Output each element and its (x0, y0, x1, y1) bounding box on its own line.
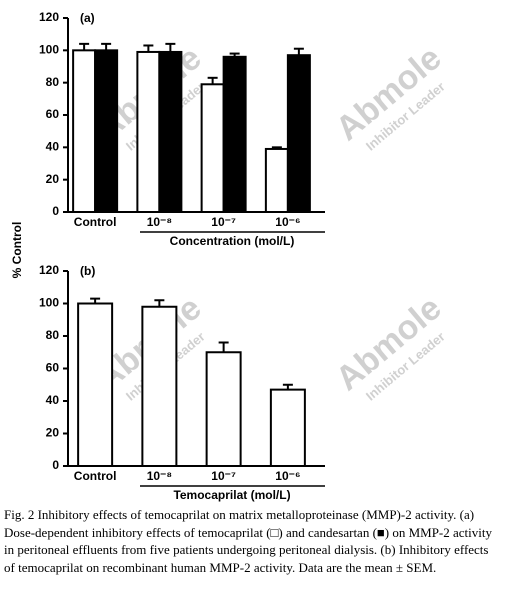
bar (205, 351, 242, 467)
y-tick-label: 60 (46, 107, 60, 121)
x-axis-label: Temocaprilat (mol/L) (173, 488, 290, 502)
y-tick-label: 0 (52, 204, 59, 218)
x-tick-label: 10⁻⁶ (275, 215, 300, 229)
y-axis-label: % Control (10, 222, 24, 279)
y-tick-label: 20 (46, 172, 60, 186)
caption: Fig. 2 Inhibitory effects of temocaprila… (4, 507, 493, 575)
x-tick-label: Control (74, 469, 117, 483)
bar (72, 49, 97, 214)
x-tick-label: Control (74, 215, 117, 229)
y-tick-label: 100 (39, 43, 59, 57)
x-tick-label: 10⁻⁶ (275, 469, 300, 483)
bar (77, 302, 114, 467)
y-tick-label: 60 (46, 361, 60, 375)
y-tick-label: 20 (46, 426, 60, 440)
y-tick-label: 40 (46, 393, 60, 407)
bar (264, 147, 289, 213)
bar (222, 55, 247, 213)
bar (158, 50, 183, 214)
y-tick-label: 120 (39, 10, 59, 24)
y-tick-label: 100 (39, 296, 59, 310)
x-tick-label: 10⁻⁸ (147, 469, 172, 483)
y-tick-label: 0 (52, 458, 59, 472)
x-tick-label: 10⁻⁸ (147, 215, 172, 229)
x-axis-label: Concentration (mol/L) (170, 234, 295, 248)
y-tick-label: 120 (39, 263, 59, 277)
panel-label: (b) (80, 264, 95, 278)
bar (286, 54, 311, 213)
y-tick-label: 40 (46, 140, 60, 154)
bar (136, 50, 161, 214)
bar (269, 388, 306, 467)
panel-label: (a) (80, 11, 95, 25)
y-tick-label: 80 (46, 328, 60, 342)
bar (94, 49, 119, 214)
y-tick-label: 80 (46, 75, 60, 89)
x-tick-label: 10⁻⁷ (211, 215, 236, 229)
x-tick-label: 10⁻⁷ (211, 469, 236, 483)
bar (141, 305, 178, 467)
bar (200, 83, 225, 213)
